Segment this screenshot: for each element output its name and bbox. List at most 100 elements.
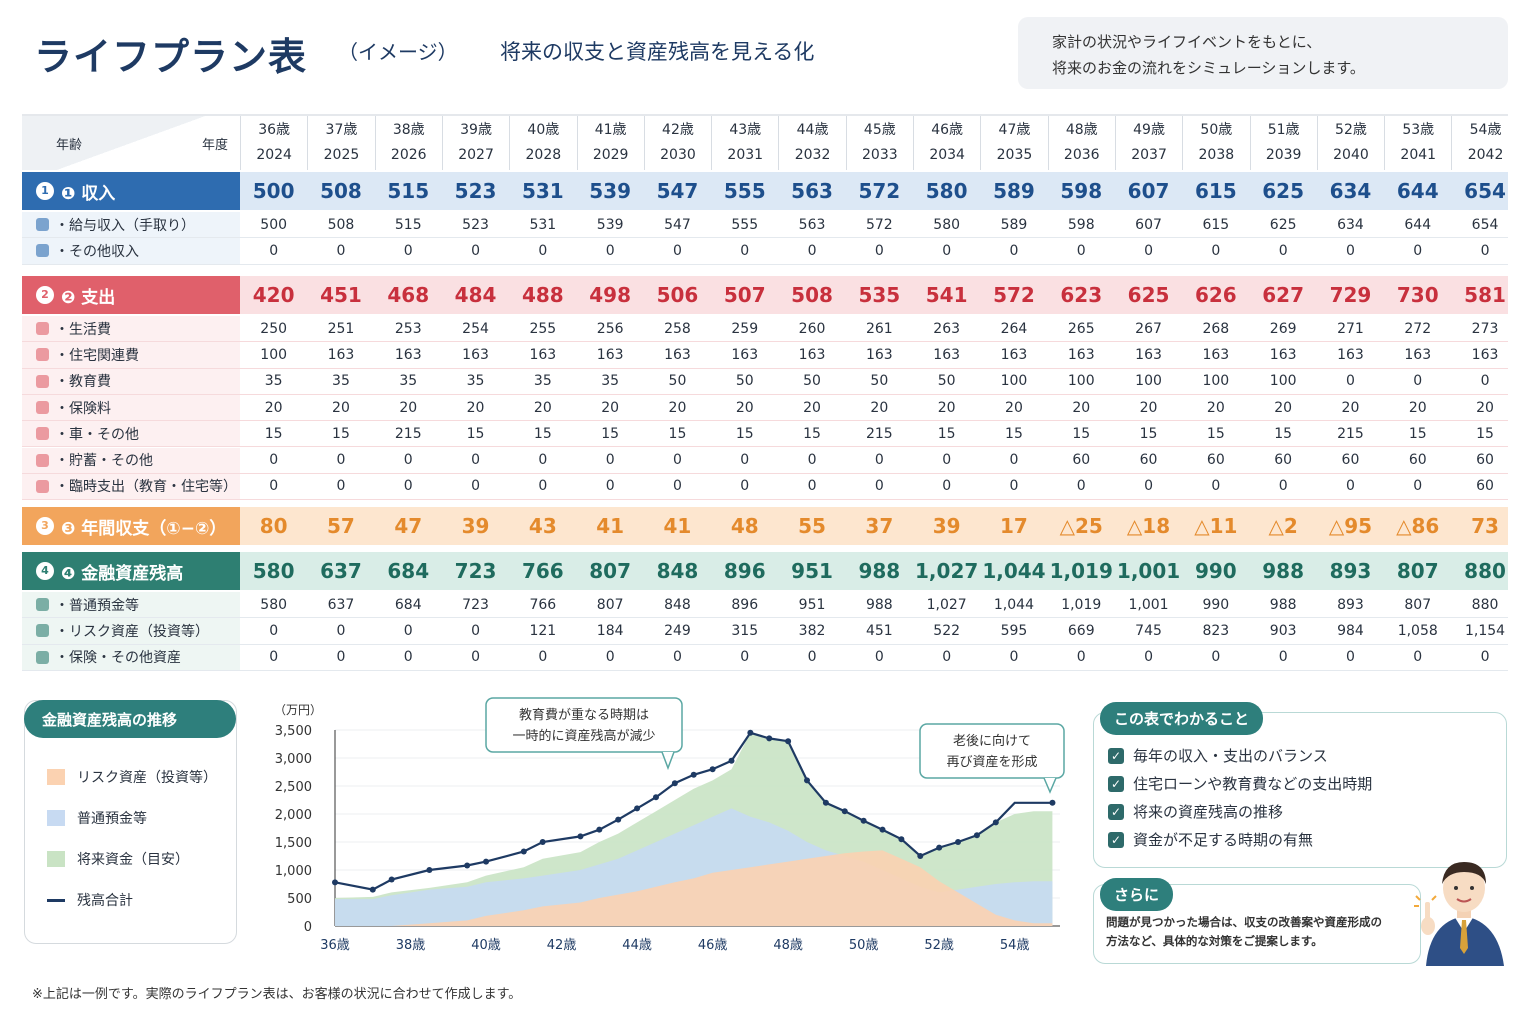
row-value: 0	[1009, 478, 1019, 495]
row-value: 607	[1135, 216, 1162, 233]
row-value: 0	[538, 242, 548, 259]
year-column-header: 48歳 2036	[1047, 116, 1115, 170]
year-label: 2028	[525, 147, 562, 163]
age-label: 41歳	[594, 122, 627, 138]
year-column-header: 50歳 2038	[1182, 116, 1249, 170]
row-value: 254	[462, 320, 489, 337]
table-row: ・保険・その他資産 0 0 0 0 0 0 0 0 0 0 0 0 0 0 0 0 0 0 0	[22, 644, 1508, 671]
section-value: 988	[858, 559, 901, 583]
row-value: 0	[1076, 242, 1086, 259]
row-value: 0	[1413, 478, 1423, 495]
row-value: 580	[260, 596, 288, 613]
row-value: 823	[1202, 622, 1230, 639]
lifeplan-table: 年齢 年度 36歳 2024 37歳 2025 38歳 2026 39歳 2027 40歳 2028 4…	[22, 114, 1508, 676]
section-label: 3 ❸ 年間収支（①−②）	[22, 507, 240, 545]
section-value: 580	[925, 179, 968, 203]
age-label: 44歳	[796, 122, 829, 138]
row-value: 0	[1413, 373, 1423, 390]
row-value: 163	[933, 346, 961, 363]
section-value: 488	[521, 283, 564, 307]
row-icon	[36, 598, 49, 612]
row-value: 267	[1135, 320, 1162, 337]
age-label: 51歳	[1267, 122, 1300, 138]
legend-swatch-total	[47, 898, 65, 902]
section-value: 766	[521, 559, 564, 583]
x-tick-label: 42歳	[547, 938, 577, 953]
section-value: 1,001	[1116, 559, 1181, 583]
row-value: 547	[664, 216, 691, 233]
row-value: 0	[807, 452, 817, 469]
section-value: 508	[320, 179, 362, 203]
row-value: 0	[1480, 373, 1490, 390]
row-value: 15	[264, 425, 283, 442]
intro-line: 将来のお金の流れをシミュレーションします。	[1052, 59, 1365, 77]
row-value: 259	[731, 320, 759, 337]
advice-line: 問題が見つかった場合は、収支の改善案や資産形成の	[1106, 915, 1382, 929]
year-label: 2034	[929, 147, 965, 163]
row-label: ・貯蓄・その他	[22, 447, 240, 473]
year-label: 2032	[794, 147, 831, 163]
row-label-text: ・臨時支出（教育・住宅等）	[55, 479, 237, 496]
total-balance-point	[766, 735, 773, 742]
section-value: 990	[1194, 559, 1237, 583]
row-value: 896	[731, 596, 759, 613]
row-icon	[36, 401, 49, 415]
row-value: 0	[1076, 649, 1086, 666]
section-value: △95	[1328, 514, 1373, 538]
total-balance-point	[634, 805, 641, 812]
section-value: 420	[252, 283, 295, 307]
year-label: 2033	[862, 147, 898, 163]
x-tick-label: 36歳	[320, 938, 350, 953]
row-value: 0	[740, 452, 750, 469]
x-tick-label: 54歳	[1000, 938, 1030, 953]
row-value: 60	[1139, 452, 1158, 469]
row-value: 988	[1269, 596, 1297, 613]
year-label: 2029	[592, 147, 629, 163]
row-icon	[36, 348, 49, 362]
row-value: 723	[462, 596, 489, 613]
row-value: 0	[1278, 478, 1288, 495]
row-label-text: ・保険・その他資産	[55, 650, 181, 667]
row-value: 0	[1144, 649, 1153, 666]
total-balance-point	[992, 819, 999, 826]
section-value: 723	[454, 559, 497, 583]
callout-text: 再び資産を形成	[946, 754, 1037, 770]
row-icon	[36, 427, 49, 441]
section-value: 896	[723, 559, 766, 583]
row-icon	[36, 244, 49, 258]
section-value: 951	[791, 559, 833, 583]
section-value: 555	[723, 179, 766, 203]
row-value: 580	[933, 216, 961, 233]
row-value: 684	[394, 596, 422, 613]
row-label: ・住宅関連費	[22, 342, 240, 368]
row-value: 451	[865, 622, 893, 639]
legend-title: 金融資産残高の推移	[24, 700, 236, 738]
row-value: 1,019	[1061, 596, 1102, 613]
row-value: 20	[1274, 399, 1293, 416]
row-value: 100	[1067, 373, 1095, 390]
total-balance-point	[369, 886, 376, 893]
row-value: 20	[466, 399, 485, 416]
row-value: 589	[1000, 216, 1028, 233]
section-value: △11	[1194, 514, 1238, 538]
row-value: 15	[533, 425, 552, 442]
row-value: 163	[1269, 346, 1297, 363]
row-label: ・臨時支出（教育・住宅等）	[22, 473, 240, 500]
total-balance-point	[671, 780, 678, 787]
table-row: ・臨時支出（教育・住宅等） 0 0 0 0 0 0 0 0 0 0 0 0 0 0 0 0 0 0 60	[22, 473, 1508, 501]
section-value: 507	[723, 283, 766, 307]
row-value: 163	[394, 346, 422, 363]
row-value: 1,154	[1464, 622, 1506, 639]
section-value: 531	[521, 179, 564, 203]
row-value: 20	[1072, 399, 1091, 416]
year-label: 2041	[1400, 147, 1437, 163]
section-row-4: 4 ❹ 金融資産残高 580 637 684 723 766 807 848 896 951 988 1…	[22, 552, 1508, 590]
corner-age-label: 年齢	[56, 137, 83, 153]
row-value: 15	[1274, 425, 1293, 442]
row-icon	[36, 650, 49, 664]
row-value: 253	[394, 320, 422, 337]
row-value: 20	[399, 399, 418, 416]
row-value: 382	[798, 622, 826, 639]
year-label: 2025	[323, 147, 360, 163]
row-value: 522	[933, 622, 961, 639]
